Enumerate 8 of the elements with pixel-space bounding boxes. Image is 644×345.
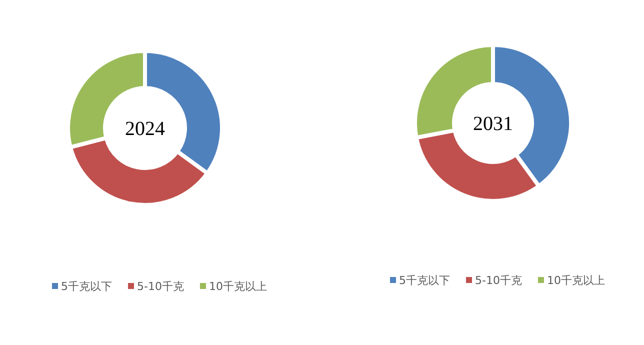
legend-label: 10千克以上 — [546, 274, 605, 287]
text: 2031 — [473, 113, 513, 135]
legend-label: 5-10千克 — [137, 280, 184, 293]
text: 2024 — [125, 118, 165, 140]
legend-label: 5千克以下 — [61, 280, 112, 293]
legend-label: 5千克以下 — [399, 274, 450, 287]
legend-label: 10千克以上 — [208, 280, 267, 293]
legend-label: 5-10千克 — [475, 274, 522, 287]
